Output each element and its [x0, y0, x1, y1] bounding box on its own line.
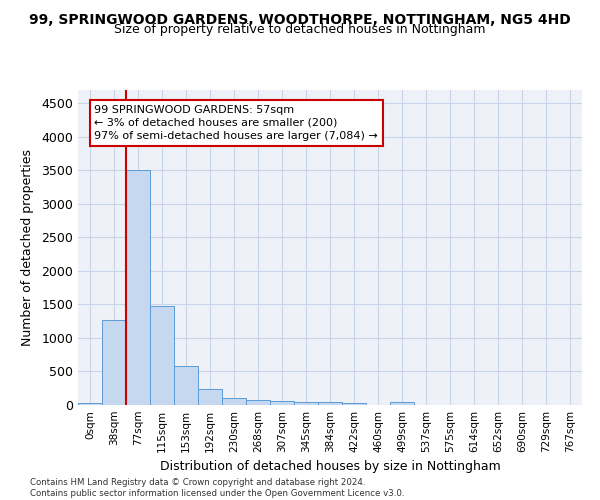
Bar — [246, 400, 270, 405]
Text: 99 SPRINGWOOD GARDENS: 57sqm
← 3% of detached houses are smaller (200)
97% of se: 99 SPRINGWOOD GARDENS: 57sqm ← 3% of det… — [94, 104, 378, 141]
Bar — [270, 402, 294, 405]
Bar — [126, 170, 150, 405]
Bar — [318, 402, 342, 405]
Bar — [78, 403, 102, 405]
X-axis label: Distribution of detached houses by size in Nottingham: Distribution of detached houses by size … — [160, 460, 500, 473]
Text: Size of property relative to detached houses in Nottingham: Size of property relative to detached ho… — [114, 22, 486, 36]
Bar — [174, 366, 198, 405]
Bar — [198, 389, 222, 405]
Text: Contains HM Land Registry data © Crown copyright and database right 2024.
Contai: Contains HM Land Registry data © Crown c… — [30, 478, 404, 498]
Bar — [150, 306, 174, 405]
Bar — [102, 320, 126, 405]
Bar — [222, 398, 246, 405]
Bar — [294, 402, 318, 405]
Bar — [342, 403, 366, 405]
Text: 99, SPRINGWOOD GARDENS, WOODTHORPE, NOTTINGHAM, NG5 4HD: 99, SPRINGWOOD GARDENS, WOODTHORPE, NOTT… — [29, 12, 571, 26]
Y-axis label: Number of detached properties: Number of detached properties — [22, 149, 34, 346]
Bar — [390, 402, 414, 405]
